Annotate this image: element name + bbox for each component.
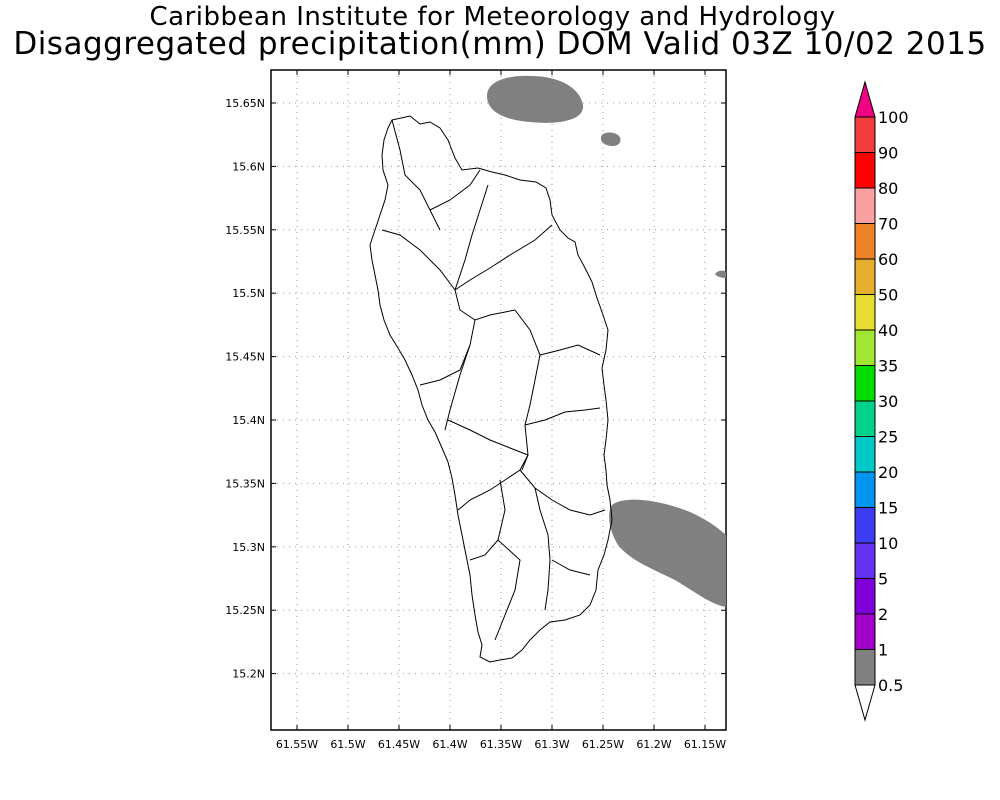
river-divide bbox=[381, 229, 456, 291]
precip-area bbox=[487, 75, 584, 123]
map-grid bbox=[271, 70, 726, 730]
colorbar-swatch bbox=[854, 436, 876, 473]
lat-tick-label: 15.25N bbox=[225, 604, 265, 617]
colorbar-label: 20 bbox=[878, 463, 898, 482]
colorbar-label: 0.5 bbox=[878, 676, 903, 695]
lon-tick-label: 61.45W bbox=[378, 738, 420, 751]
lon-tick-label: 61.3W bbox=[534, 738, 569, 751]
colorbar-label: 1 bbox=[878, 641, 888, 660]
colorbar-swatch bbox=[854, 223, 876, 260]
colorbar-swatch bbox=[854, 294, 876, 331]
colorbar-label: 80 bbox=[878, 179, 898, 198]
colorbar-swatch bbox=[854, 542, 876, 579]
river-divide bbox=[429, 169, 481, 211]
river-divide bbox=[454, 184, 489, 291]
lat-tick-label: 15.35N bbox=[225, 477, 265, 490]
colorbar-swatch bbox=[854, 365, 876, 402]
colorbar-swatch bbox=[854, 471, 876, 508]
precip-areas bbox=[487, 75, 726, 607]
colorbar-lower-arrow bbox=[854, 684, 876, 722]
colorbar-swatch bbox=[854, 329, 876, 366]
colorbar-label: 60 bbox=[878, 250, 898, 269]
lon-tick-label: 61.15W bbox=[684, 738, 726, 751]
lon-tick-label: 61.35W bbox=[480, 738, 522, 751]
colorbar-label: 35 bbox=[878, 357, 898, 376]
precip-area bbox=[600, 132, 621, 146]
lat-tick-label: 15.3N bbox=[232, 541, 265, 554]
lon-tick-label: 61.55W bbox=[276, 738, 318, 751]
river-divide bbox=[534, 487, 551, 611]
colorbar-label: 70 bbox=[878, 215, 898, 234]
chart-title: Caribbean Institute for Meteorology and … bbox=[149, 2, 836, 32]
lon-tick-label: 61.5W bbox=[330, 738, 365, 751]
lat-tick-label: 15.55N bbox=[225, 224, 265, 237]
river-divide bbox=[519, 469, 606, 516]
colorbar-swatch bbox=[854, 116, 876, 153]
colorbar-upper-arrow bbox=[854, 80, 876, 118]
precip-area bbox=[609, 499, 726, 607]
map-frame bbox=[270, 69, 727, 731]
colorbar-label: 5 bbox=[878, 570, 888, 589]
river-divide bbox=[524, 407, 601, 426]
colorbar-swatch bbox=[854, 258, 876, 295]
colorbar-label: 40 bbox=[878, 321, 898, 340]
island-dominica bbox=[369, 115, 613, 663]
lon-tick-label: 61.2W bbox=[636, 738, 671, 751]
colorbar-label: 50 bbox=[878, 286, 898, 305]
colorbar-label: 15 bbox=[878, 499, 898, 518]
lat-tick-label: 15.2N bbox=[232, 668, 265, 681]
river-divide bbox=[444, 344, 471, 431]
lat-tick-label: 15.5N bbox=[232, 287, 265, 300]
colorbar-swatch bbox=[854, 507, 876, 544]
latitude-axis: 15.65N 15.6N 15.55N 15.5N 15.45N 15.4N 15.35N 1… bbox=[225, 97, 726, 681]
colorbar-swatch bbox=[854, 578, 876, 615]
lat-tick-label: 15.45N bbox=[225, 351, 265, 364]
river-divide bbox=[551, 559, 591, 576]
colorbar-label: 100 bbox=[878, 108, 909, 127]
river-divide bbox=[454, 224, 553, 291]
island-coastline bbox=[369, 115, 613, 663]
longitude-axis: 61.55W 61.5W 61.45W 61.4W 61.35W 61.3W 61.25W 6… bbox=[276, 70, 726, 751]
colorbar-swatch bbox=[854, 187, 876, 224]
chart-subtitle: Disaggregated precipitation(mm) DOM Vali… bbox=[13, 26, 987, 62]
river-divide bbox=[447, 419, 529, 456]
river-divide bbox=[457, 454, 529, 511]
colorbar-swatch bbox=[854, 613, 876, 650]
colorbar-label: 25 bbox=[878, 428, 898, 447]
river-divide bbox=[391, 119, 441, 231]
river-divide bbox=[419, 319, 476, 386]
colorbar-label: 10 bbox=[878, 534, 898, 553]
colorbar-label: 30 bbox=[878, 392, 898, 411]
colorbar-swatch bbox=[854, 649, 876, 686]
colorbar-swatch bbox=[854, 152, 876, 189]
colorbar-label: 2 bbox=[878, 605, 888, 624]
lon-tick-label: 61.4W bbox=[432, 738, 467, 751]
lat-tick-label: 15.4N bbox=[232, 414, 265, 427]
precip-area bbox=[715, 270, 726, 278]
colorbar-label: 90 bbox=[878, 144, 898, 163]
lon-tick-label: 61.25W bbox=[582, 738, 624, 751]
river-divide bbox=[494, 539, 521, 641]
river-divide bbox=[514, 309, 601, 356]
colorbar-swatch bbox=[854, 400, 876, 437]
lat-tick-label: 15.6N bbox=[232, 160, 265, 173]
lat-tick-label: 15.65N bbox=[225, 97, 265, 110]
